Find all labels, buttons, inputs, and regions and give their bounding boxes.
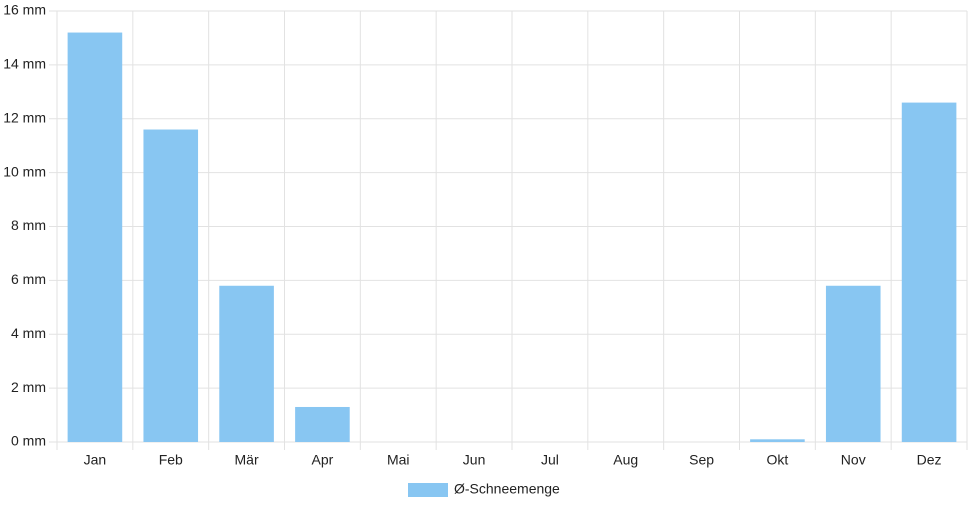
x-tick-label: Okt (767, 452, 789, 468)
x-tick-label: Apr (312, 452, 334, 468)
bar (901, 102, 957, 443)
x-tick-label: Jul (541, 452, 559, 468)
legend-label: Ø-Schneemenge (454, 481, 560, 497)
x-tick-label: Nov (841, 452, 866, 468)
x-tick-label: Aug (613, 452, 638, 468)
legend-swatch (408, 483, 448, 497)
y-tick-label: 8 mm (11, 217, 46, 233)
bar (219, 285, 274, 442)
y-tick-label: 16 mm (3, 2, 46, 18)
y-tick-label: 0 mm (11, 433, 46, 449)
bar (295, 406, 350, 442)
x-tick-label: Jun (463, 452, 486, 468)
x-tick-label: Mär (235, 452, 259, 468)
x-tick-label: Dez (917, 452, 942, 468)
y-tick-label: 2 mm (11, 379, 46, 395)
bar (67, 32, 123, 443)
y-tick-label: 4 mm (11, 325, 46, 341)
y-tick-label: 12 mm (3, 109, 46, 125)
y-tick-label: 6 mm (11, 271, 46, 287)
y-tick-label: 14 mm (3, 56, 46, 72)
bar (143, 129, 199, 442)
x-tick-label: Feb (159, 452, 183, 468)
x-tick-label: Mai (387, 452, 410, 468)
y-tick-label: 10 mm (3, 163, 46, 179)
bar (825, 285, 881, 442)
x-tick-label: Jan (84, 452, 107, 468)
x-tick-label: Sep (689, 452, 714, 468)
bar (750, 439, 805, 442)
